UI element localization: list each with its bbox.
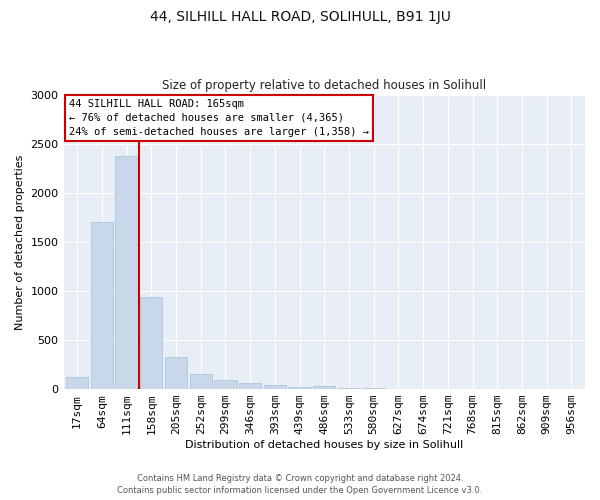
Bar	[362, 388, 385, 389]
Bar	[140, 297, 163, 389]
Bar	[264, 384, 286, 389]
Text: 44 SILHILL HALL ROAD: 165sqm
← 76% of detached houses are smaller (4,365)
24% of: 44 SILHILL HALL ROAD: 165sqm ← 76% of de…	[69, 99, 369, 137]
Bar	[313, 386, 335, 389]
Bar	[66, 378, 88, 389]
Bar	[239, 382, 261, 389]
Bar	[338, 388, 360, 389]
Bar	[165, 356, 187, 389]
Title: Size of property relative to detached houses in Solihull: Size of property relative to detached ho…	[162, 79, 487, 92]
Bar	[190, 374, 212, 389]
X-axis label: Distribution of detached houses by size in Solihull: Distribution of detached houses by size …	[185, 440, 463, 450]
Y-axis label: Number of detached properties: Number of detached properties	[15, 154, 25, 330]
Bar	[91, 222, 113, 389]
Bar	[115, 156, 137, 389]
Bar	[289, 387, 311, 389]
Text: 44, SILHILL HALL ROAD, SOLIHULL, B91 1JU: 44, SILHILL HALL ROAD, SOLIHULL, B91 1JU	[149, 10, 451, 24]
Bar	[214, 380, 236, 389]
Text: Contains HM Land Registry data © Crown copyright and database right 2024.
Contai: Contains HM Land Registry data © Crown c…	[118, 474, 482, 495]
